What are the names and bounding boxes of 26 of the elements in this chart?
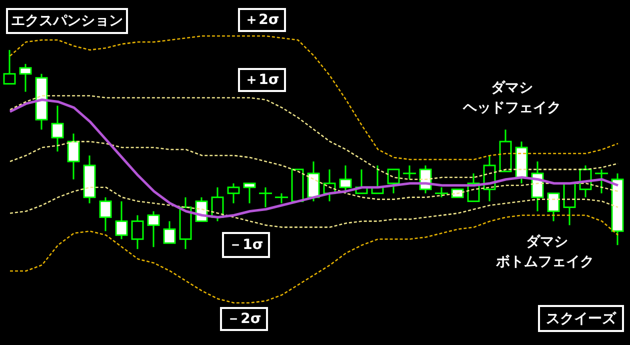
- candlestick: [563, 182, 576, 226]
- candlestick: [115, 200, 128, 240]
- candlestick: [227, 182, 240, 204]
- candlestick: [99, 196, 112, 232]
- text: ボトムフェイク: [495, 253, 595, 272]
- candlestick: [147, 210, 160, 248]
- annotation: ダマシ: [525, 233, 569, 252]
- candlestick: [3, 49, 16, 85]
- candlestick: [339, 164, 352, 194]
- annotation: ヘッドフェイク: [462, 99, 562, 118]
- candlestick: [19, 63, 32, 93]
- annotation: ＋1σ: [238, 68, 286, 92]
- annotation: －1σ: [222, 232, 270, 258]
- candlestick: [307, 160, 320, 202]
- text: ＋2σ: [238, 8, 286, 32]
- candlestick: [51, 104, 64, 152]
- candlestick: [387, 168, 400, 194]
- annotation: ダマシ: [490, 79, 534, 98]
- text: スクイーズ: [538, 305, 624, 332]
- candlestick: [547, 192, 560, 222]
- text: エクスパンション: [6, 8, 128, 34]
- candlestick: [163, 220, 176, 244]
- text: －2σ: [220, 307, 268, 331]
- candlestick: [131, 214, 144, 250]
- candlestick: [243, 182, 256, 204]
- candlestick: [67, 132, 80, 180]
